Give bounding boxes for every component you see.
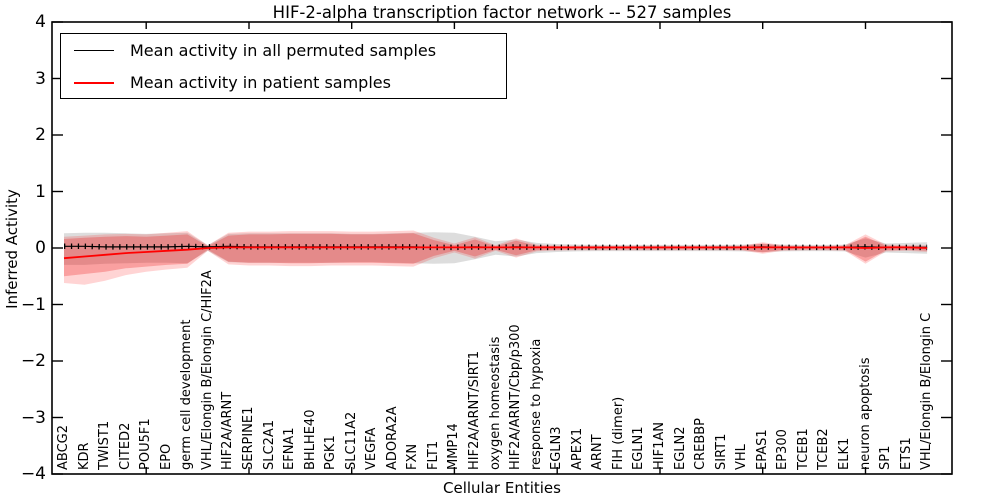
x-tick-label: PGK1 [323, 435, 339, 470]
x-tick-label: SLC2A1 [261, 419, 277, 470]
x-tick-label: TWIST1 [97, 420, 113, 470]
x-tick-label: CREBBP [693, 418, 709, 470]
y-tick-label: 2 [35, 125, 46, 145]
y-tick-label: −4 [20, 464, 46, 484]
x-tick-label: EPO [158, 443, 174, 470]
x-tick-label: EP300 [775, 429, 791, 470]
x-tick-label: VHL [734, 444, 750, 470]
x-tick-label: ARNT [590, 434, 606, 470]
x-tick-label: HIF2A/ARNT [220, 391, 236, 470]
x-tick-label: SLC11A2 [343, 411, 359, 470]
x-tick-label: VHL/Elongin B/Elongin C [919, 312, 935, 470]
x-tick-label: ELK1 [836, 437, 852, 470]
y-tick-label: −2 [20, 351, 46, 371]
permuted-samples-range-band [64, 232, 928, 265]
chart-title: HIF-2-alpha transcription factor network… [272, 3, 732, 22]
x-tick-label: KDR [76, 442, 92, 470]
x-tick-label: EGLN3 [549, 426, 565, 470]
x-tick-label: SP1 [878, 445, 893, 470]
y-tick-label: 1 [35, 182, 46, 202]
x-tick-label: VHL/Elongin B/Elongin C/HIF2A [199, 270, 215, 470]
legend-item-patient: Mean activity in patient samples [61, 67, 506, 98]
y-tick-label: 4 [35, 12, 46, 32]
x-tick-label: EGLN1 [631, 426, 647, 470]
legend-label-permuted: Mean activity in all permuted samples [130, 41, 437, 60]
x-tick-label: EFNA1 [282, 427, 298, 470]
legend-label-patient: Mean activity in patient samples [130, 73, 391, 92]
x-tick-label: BHLHE40 [302, 409, 318, 470]
x-tick-label: HIF1AN [652, 422, 667, 470]
x-tick-label: ETS1 [898, 437, 914, 470]
x-tick-label: EGLN2 [672, 426, 688, 470]
x-tick-label: MMP14 [446, 423, 462, 470]
x-tick-label: VEGFA [364, 427, 380, 470]
x-tick-label: POU5F1 [138, 418, 154, 470]
y-tick-label: 3 [35, 69, 46, 89]
permuted-line-sample-icon [74, 50, 114, 51]
legend: Mean activity in all permuted samples Me… [60, 33, 507, 99]
x-tick-label: response to hypoxia [528, 338, 544, 470]
x-tick-label: EPAS1 [754, 429, 770, 470]
x-axis-label: Cellular Entities [443, 479, 561, 497]
y-tick-label: −3 [20, 408, 46, 428]
x-tick-label: FIH (dimer) [610, 396, 626, 470]
x-tick-label: ABCG2 [56, 424, 71, 470]
x-tick-label: germ cell development [179, 319, 195, 470]
x-tick-label: oxygen homeostasis [487, 336, 503, 470]
x-tick-label: HIF2A/ARNT/Cbp/p300 [508, 324, 524, 470]
x-tick-label: TCEB1 [795, 428, 811, 470]
x-tick-label: APEX1 [569, 427, 585, 470]
x-tick-label: ADORA2A [384, 406, 400, 470]
x-tick-label: TCEB2 [816, 428, 832, 470]
patient-mean-line [63, 246, 928, 260]
y-tick-label: 0 [35, 238, 46, 258]
patient-samples-range-outer-band [64, 230, 928, 285]
patient-samples-range-inner-band [64, 233, 928, 277]
legend-item-permuted: Mean activity in all permuted samples [61, 35, 506, 66]
x-tick-label: SIRT1 [713, 433, 729, 470]
y-tick-label: −1 [20, 295, 46, 315]
x-tick-label: SERPINE1 [241, 406, 256, 470]
x-tick-label: FLT1 [425, 440, 441, 470]
x-tick-label: neuron apoptosis [857, 357, 873, 471]
patient-line-sample-icon [74, 81, 114, 84]
x-tick-label: FXN [405, 443, 421, 470]
x-tick-label: CITED2 [117, 422, 133, 470]
x-tick-label: HIF2A/ARNT/SIRT1 [467, 351, 482, 470]
